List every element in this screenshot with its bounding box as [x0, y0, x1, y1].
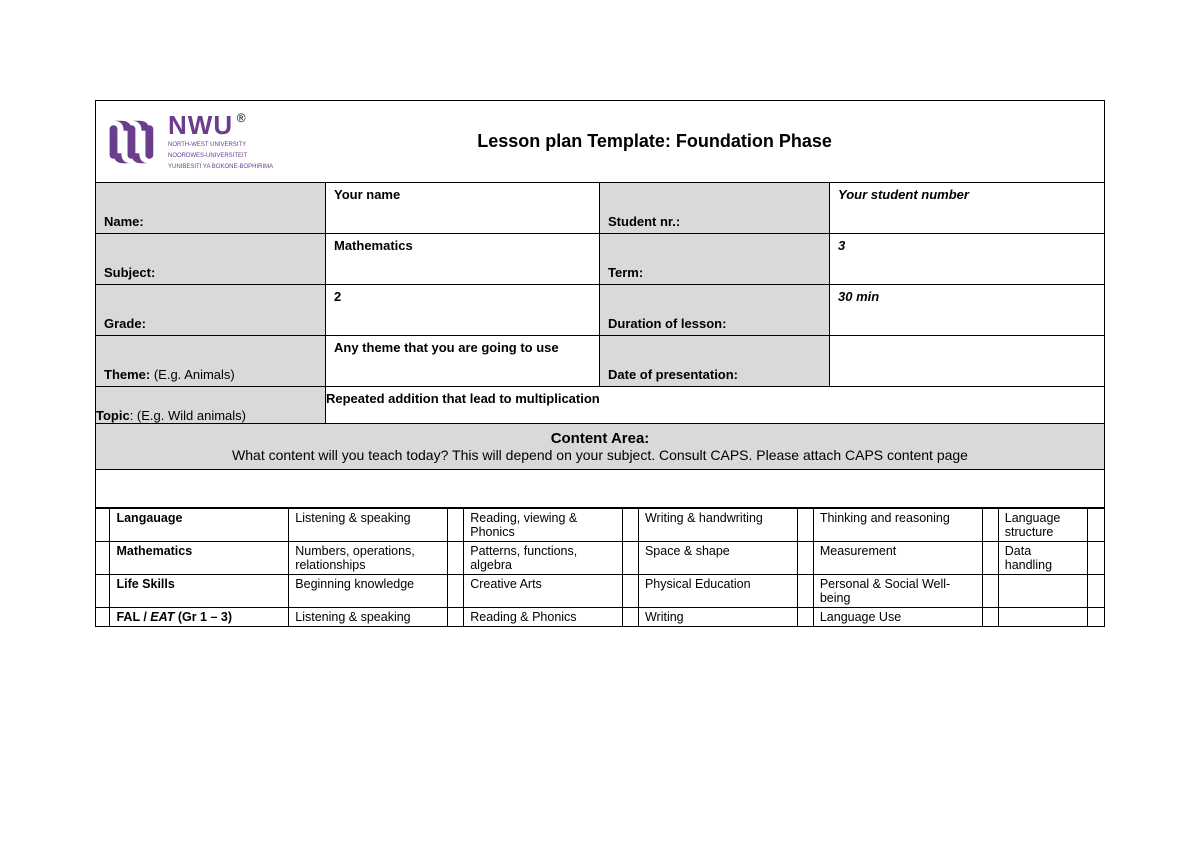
checkbox-cell	[982, 608, 998, 627]
checkbox-cell	[982, 575, 998, 608]
checkbox-cell	[982, 542, 998, 575]
logo-sub2: NOORDWES-UNIVERSITEIT	[168, 153, 273, 160]
value-term: 3	[830, 234, 1104, 284]
row-subject-label: Life Skills	[110, 575, 289, 608]
nwu-logo-icon	[104, 114, 160, 170]
checkbox-cell	[1088, 542, 1104, 575]
content-table: LangauageListening & speakingReading, vi…	[96, 508, 1104, 626]
checkbox-cell	[623, 509, 639, 542]
row-lead-gap	[96, 575, 110, 608]
label-topic: Topic: (E.g. Wild animals)	[96, 387, 326, 423]
content-cell: Reading, viewing & Phonics	[464, 509, 623, 542]
value-datepres	[830, 336, 1104, 386]
label-duration: Duration of lesson:	[600, 285, 830, 335]
logo-reg-mark: ®	[237, 111, 246, 125]
row-subject-label: Langauage	[110, 509, 289, 542]
content-cell: Physical Education	[638, 575, 797, 608]
logo-text-nwu: NWU	[168, 110, 233, 140]
logo-sub1: NORTH-WEST UNIVERSITY	[168, 142, 273, 149]
value-duration: 30 min	[830, 285, 1104, 335]
value-topic: Repeated addition that lead to multiplic…	[326, 387, 1104, 423]
content-row: Life SkillsBeginning knowledge Creative A…	[96, 575, 1104, 608]
checkbox-cell	[448, 509, 464, 542]
row-lead-gap	[96, 509, 110, 542]
logo-sub3: YUNIBESITI YA BOKONE-BOPHIRIMA	[168, 164, 273, 171]
content-cell	[998, 608, 1088, 627]
label-name: Name:	[96, 183, 326, 233]
content-cell: Numbers, operations, relationships	[289, 542, 448, 575]
content-cell	[998, 575, 1088, 608]
header-row: NWU ® NORTH-WEST UNIVERSITY NOORDWES-UNI…	[96, 101, 1104, 183]
checkbox-cell	[623, 575, 639, 608]
checkbox-cell	[623, 542, 639, 575]
page-title: Lesson plan Template: Foundation Phase	[273, 131, 1096, 152]
lesson-plan-table: NWU ® NORTH-WEST UNIVERSITY NOORDWES-UNI…	[95, 100, 1105, 627]
checkbox-cell	[1088, 575, 1104, 608]
content-row: FAL / EAT (Gr 1 – 3)Listening & speaking…	[96, 608, 1104, 627]
content-area-header: Content Area: What content will you teac…	[96, 424, 1104, 470]
label-studentnr: Student nr.:	[600, 183, 830, 233]
checkbox-cell	[982, 509, 998, 542]
nwu-logo: NWU ® NORTH-WEST UNIVERSITY NOORDWES-UNI…	[104, 112, 273, 172]
content-spacer	[96, 470, 1104, 508]
value-theme: Any theme that you are going to use	[326, 336, 600, 386]
checkbox-cell	[797, 509, 813, 542]
checkbox-cell	[797, 608, 813, 627]
value-studentnr: Your student number	[830, 183, 1104, 233]
content-row: LangauageListening & speaking Reading, vi…	[96, 509, 1104, 542]
row-topic: Topic: (E.g. Wild animals) Repeated addi…	[96, 387, 1104, 424]
label-grade: Grade:	[96, 285, 326, 335]
checkbox-cell	[448, 542, 464, 575]
checkbox-cell	[1088, 509, 1104, 542]
checkbox-cell	[448, 575, 464, 608]
content-cell: Data handling	[998, 542, 1088, 575]
content-cell: Writing & handwriting	[638, 509, 797, 542]
label-datepres: Date of presentation:	[600, 336, 830, 386]
row-lead-gap	[96, 542, 110, 575]
label-subject: Subject:	[96, 234, 326, 284]
checkbox-cell	[1088, 608, 1104, 627]
content-cell: Beginning knowledge	[289, 575, 448, 608]
checkbox-cell	[623, 608, 639, 627]
content-area-heading: Content Area:	[106, 430, 1094, 447]
row-grade: Grade: 2 Duration of lesson: 30 min	[96, 285, 1104, 336]
content-cell: Space & shape	[638, 542, 797, 575]
value-subject: Mathematics	[326, 234, 600, 284]
content-cell: Writing	[638, 608, 797, 627]
checkbox-cell	[797, 575, 813, 608]
label-term: Term:	[600, 234, 830, 284]
row-theme: Theme: (E.g. Animals) Any theme that you…	[96, 336, 1104, 387]
checkbox-cell	[448, 608, 464, 627]
row-subject-label: Mathematics	[110, 542, 289, 575]
content-cell: Measurement	[813, 542, 982, 575]
row-subject-label: FAL / EAT (Gr 1 – 3)	[110, 608, 289, 627]
value-name: Your name	[326, 183, 600, 233]
value-grade: 2	[326, 285, 600, 335]
content-cell: Thinking and reasoning	[813, 509, 982, 542]
content-row: MathematicsNumbers, operations, relation…	[96, 542, 1104, 575]
content-cell: Listening & speaking	[289, 509, 448, 542]
content-cell: Creative Arts	[464, 575, 623, 608]
row-name: Name: Your name Student nr.: Your studen…	[96, 183, 1104, 234]
row-lead-gap	[96, 608, 110, 627]
content-cell: Language structure	[998, 509, 1088, 542]
content-cell: Reading & Phonics	[464, 608, 623, 627]
content-cell: Personal & Social Well-being	[813, 575, 982, 608]
content-cell: Listening & speaking	[289, 608, 448, 627]
content-area-sub: What content will you teach today? This …	[106, 447, 1094, 463]
content-cell: Patterns, functions, algebra	[464, 542, 623, 575]
label-theme: Theme: (E.g. Animals)	[96, 336, 326, 386]
row-subject: Subject: Mathematics Term: 3	[96, 234, 1104, 285]
checkbox-cell	[797, 542, 813, 575]
content-cell: Language Use	[813, 608, 982, 627]
page: NWU ® NORTH-WEST UNIVERSITY NOORDWES-UNI…	[0, 0, 1200, 627]
